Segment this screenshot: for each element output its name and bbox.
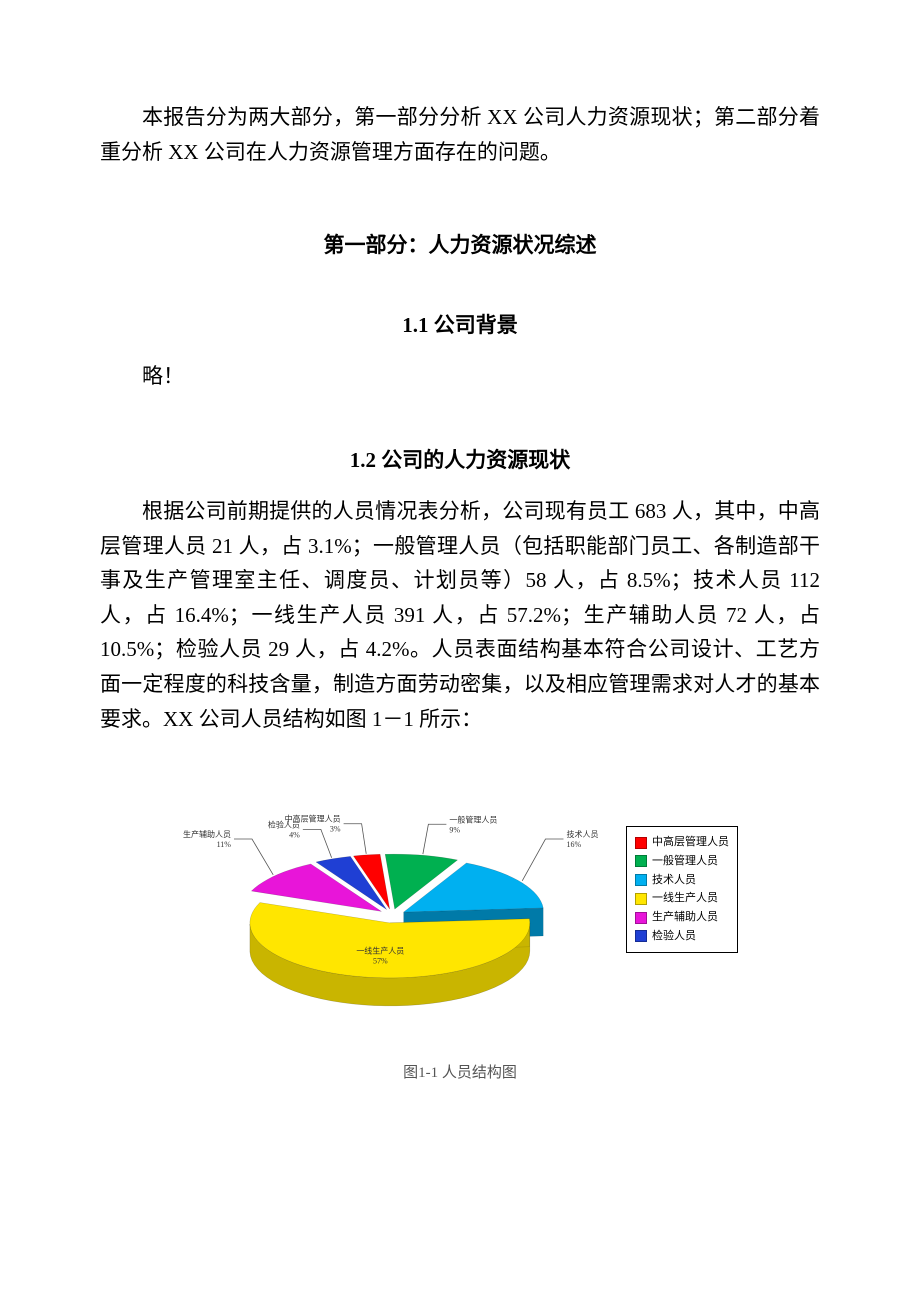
section-1-2-body: 根据公司前期提供的人员情况表分析，公司现有员工 683 人，其中，中高层管理人员… <box>100 494 820 736</box>
chart-caption: 图1-1 人员结构图 <box>160 1061 760 1082</box>
chart-legend: 中高层管理人员一般管理人员技术人员一线生产人员生产辅助人员检验人员 <box>626 826 738 952</box>
svg-text:一般管理人员: 一般管理人员 <box>449 815 497 825</box>
document-page: 本报告分为两大部分，第一部分分析 XX 公司人力资源现状；第二部分着重分析 XX… <box>0 0 920 1152</box>
svg-text:9%: 9% <box>449 826 460 835</box>
legend-swatch <box>635 893 647 905</box>
svg-text:技术人员: 技术人员 <box>566 829 598 839</box>
svg-text:一线生产人员: 一线生产人员 <box>356 946 404 956</box>
legend-item: 技术人员 <box>635 871 729 890</box>
section-1-1-body: 略！ <box>100 359 820 394</box>
svg-text:3%: 3% <box>330 825 341 834</box>
legend-label: 一般管理人员 <box>652 852 718 871</box>
section-1-2-heading: 1.2 公司的人力资源现状 <box>100 444 820 474</box>
legend-item: 生产辅助人员 <box>635 908 729 927</box>
svg-text:4%: 4% <box>289 831 300 840</box>
legend-label: 检验人员 <box>652 927 696 946</box>
figure-1-1: 中高层管理人员3%一般管理人员9%技术人员16%一线生产人员57%生产辅助人员1… <box>160 786 760 1082</box>
legend-item: 一线生产人员 <box>635 889 729 908</box>
legend-swatch <box>635 855 647 867</box>
legend-item: 一般管理人员 <box>635 852 729 871</box>
legend-label: 中高层管理人员 <box>652 833 729 852</box>
legend-label: 技术人员 <box>652 871 696 890</box>
svg-text:检验人员: 检验人员 <box>268 820 300 830</box>
legend-swatch <box>635 874 647 886</box>
legend-swatch <box>635 912 647 924</box>
legend-swatch <box>635 837 647 849</box>
svg-text:11%: 11% <box>217 840 232 849</box>
chart-row: 中高层管理人员3%一般管理人员9%技术人员16%一线生产人员57%生产辅助人员1… <box>160 786 760 1031</box>
svg-text:57%: 57% <box>373 957 388 966</box>
intro-paragraph: 本报告分为两大部分，第一部分分析 XX 公司人力资源现状；第二部分着重分析 XX… <box>100 100 820 169</box>
legend-label: 生产辅助人员 <box>652 908 718 927</box>
legend-swatch <box>635 930 647 942</box>
legend-label: 一线生产人员 <box>652 889 718 908</box>
legend-item: 检验人员 <box>635 927 729 946</box>
pie-chart-svg: 中高层管理人员3%一般管理人员9%技术人员16%一线生产人员57%生产辅助人员1… <box>182 786 612 1026</box>
svg-text:生产辅助人员: 生产辅助人员 <box>183 829 231 839</box>
part1-heading: 第一部分：人力资源状况综述 <box>100 229 820 259</box>
pie-chart: 中高层管理人员3%一般管理人员9%技术人员16%一线生产人员57%生产辅助人员1… <box>182 786 612 1031</box>
legend-item: 中高层管理人员 <box>635 833 729 852</box>
svg-text:16%: 16% <box>566 840 581 849</box>
section-1-1-heading: 1.1 公司背景 <box>100 309 820 339</box>
